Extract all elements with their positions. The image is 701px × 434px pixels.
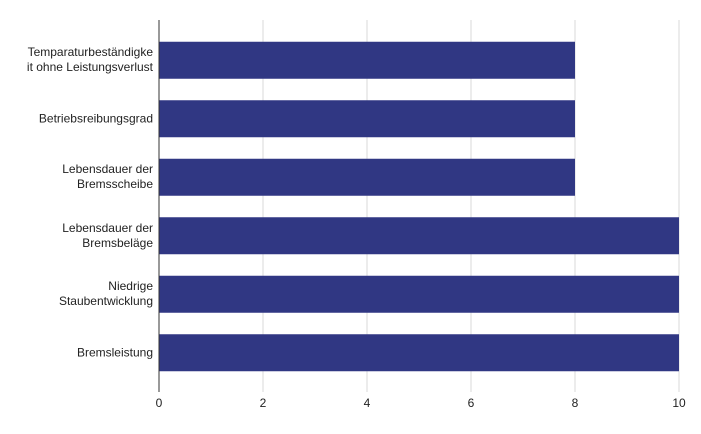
bar [159, 275, 679, 313]
y-tick-label: Niedrige Staubentwicklung [58, 279, 153, 309]
y-tick-label: Betriebsreibungsgrad [38, 111, 153, 126]
x-tick-label: 8 [572, 396, 579, 410]
x-tick-label: 10 [672, 396, 686, 410]
bar [159, 334, 679, 372]
x-tick-label: 4 [364, 396, 371, 410]
x-tick-label: 6 [468, 396, 475, 410]
y-tick-label: Lebensdauer der Bremsbeläge [62, 220, 153, 250]
y-tick-label: Lebensdauer der Bremsscheibe [62, 162, 153, 192]
y-tick-label: Temparaturbeständigkeit ohne Leistungsve… [26, 45, 153, 75]
x-tick-label: 0 [156, 396, 163, 410]
bar [159, 217, 679, 255]
y-tick-label: Bremsleistung [76, 345, 153, 360]
x-tick-label: 2 [260, 396, 267, 410]
bar [159, 41, 575, 79]
bar [159, 100, 575, 138]
bar [159, 158, 575, 196]
